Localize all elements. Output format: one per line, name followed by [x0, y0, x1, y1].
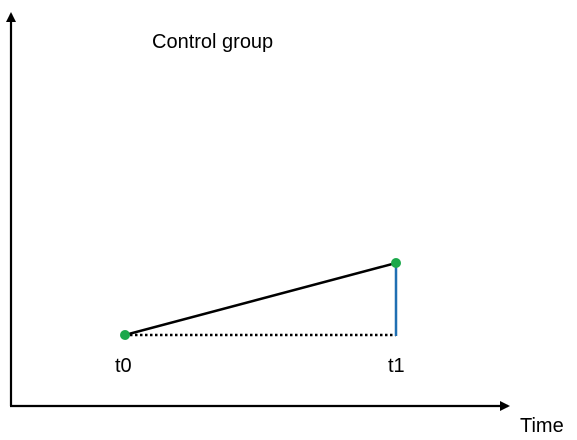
point-t1	[391, 258, 401, 268]
point-t0	[120, 330, 130, 340]
point-label-t1: t1	[388, 355, 405, 377]
point-label-t0: t0	[115, 355, 132, 377]
trend-line	[124, 261, 397, 337]
x-axis-label: Time	[520, 415, 564, 437]
chart-title: Control group	[152, 31, 273, 53]
